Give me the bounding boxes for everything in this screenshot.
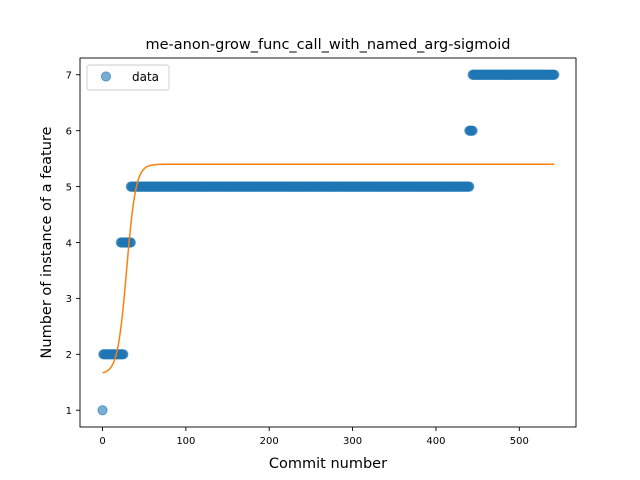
x-tick-label: 300	[343, 436, 362, 447]
legend-label-data: data	[132, 70, 159, 84]
x-tick-label: 500	[510, 436, 529, 447]
y-tick-label: 4	[66, 238, 72, 249]
y-axis: 1 2 3 4 5 6 7	[66, 71, 80, 417]
data-point	[467, 125, 478, 136]
y-tick-label: 6	[66, 126, 72, 137]
x-axis-label: Commit number	[269, 456, 387, 472]
y-tick-label: 7	[66, 71, 72, 82]
data-point	[464, 181, 475, 192]
data-point	[125, 237, 136, 248]
data-point	[549, 69, 560, 80]
legend: data	[86, 64, 170, 91]
x-axis: 0 100 200 300 400 500	[99, 427, 529, 447]
x-tick-label: 400	[426, 436, 445, 447]
y-tick-label: 3	[66, 294, 72, 305]
plot-area	[97, 69, 560, 416]
data-point	[118, 349, 129, 360]
x-tick-label: 100	[176, 436, 195, 447]
y-tick-label: 5	[66, 182, 72, 193]
sigmoid-fit-line	[102, 163, 555, 374]
y-tick-label: 2	[66, 350, 72, 361]
legend-box	[86, 64, 170, 91]
x-tick-label: 0	[99, 436, 105, 447]
data-point	[97, 405, 108, 416]
y-tick-label: 1	[66, 406, 72, 417]
y-axis-label: Number of instance of a feature	[39, 126, 55, 358]
x-tick-label: 200	[260, 436, 279, 447]
chart-title: me-anon-grow_func_call_with_named_arg-si…	[146, 37, 511, 53]
legend-marker-data	[100, 71, 112, 82]
